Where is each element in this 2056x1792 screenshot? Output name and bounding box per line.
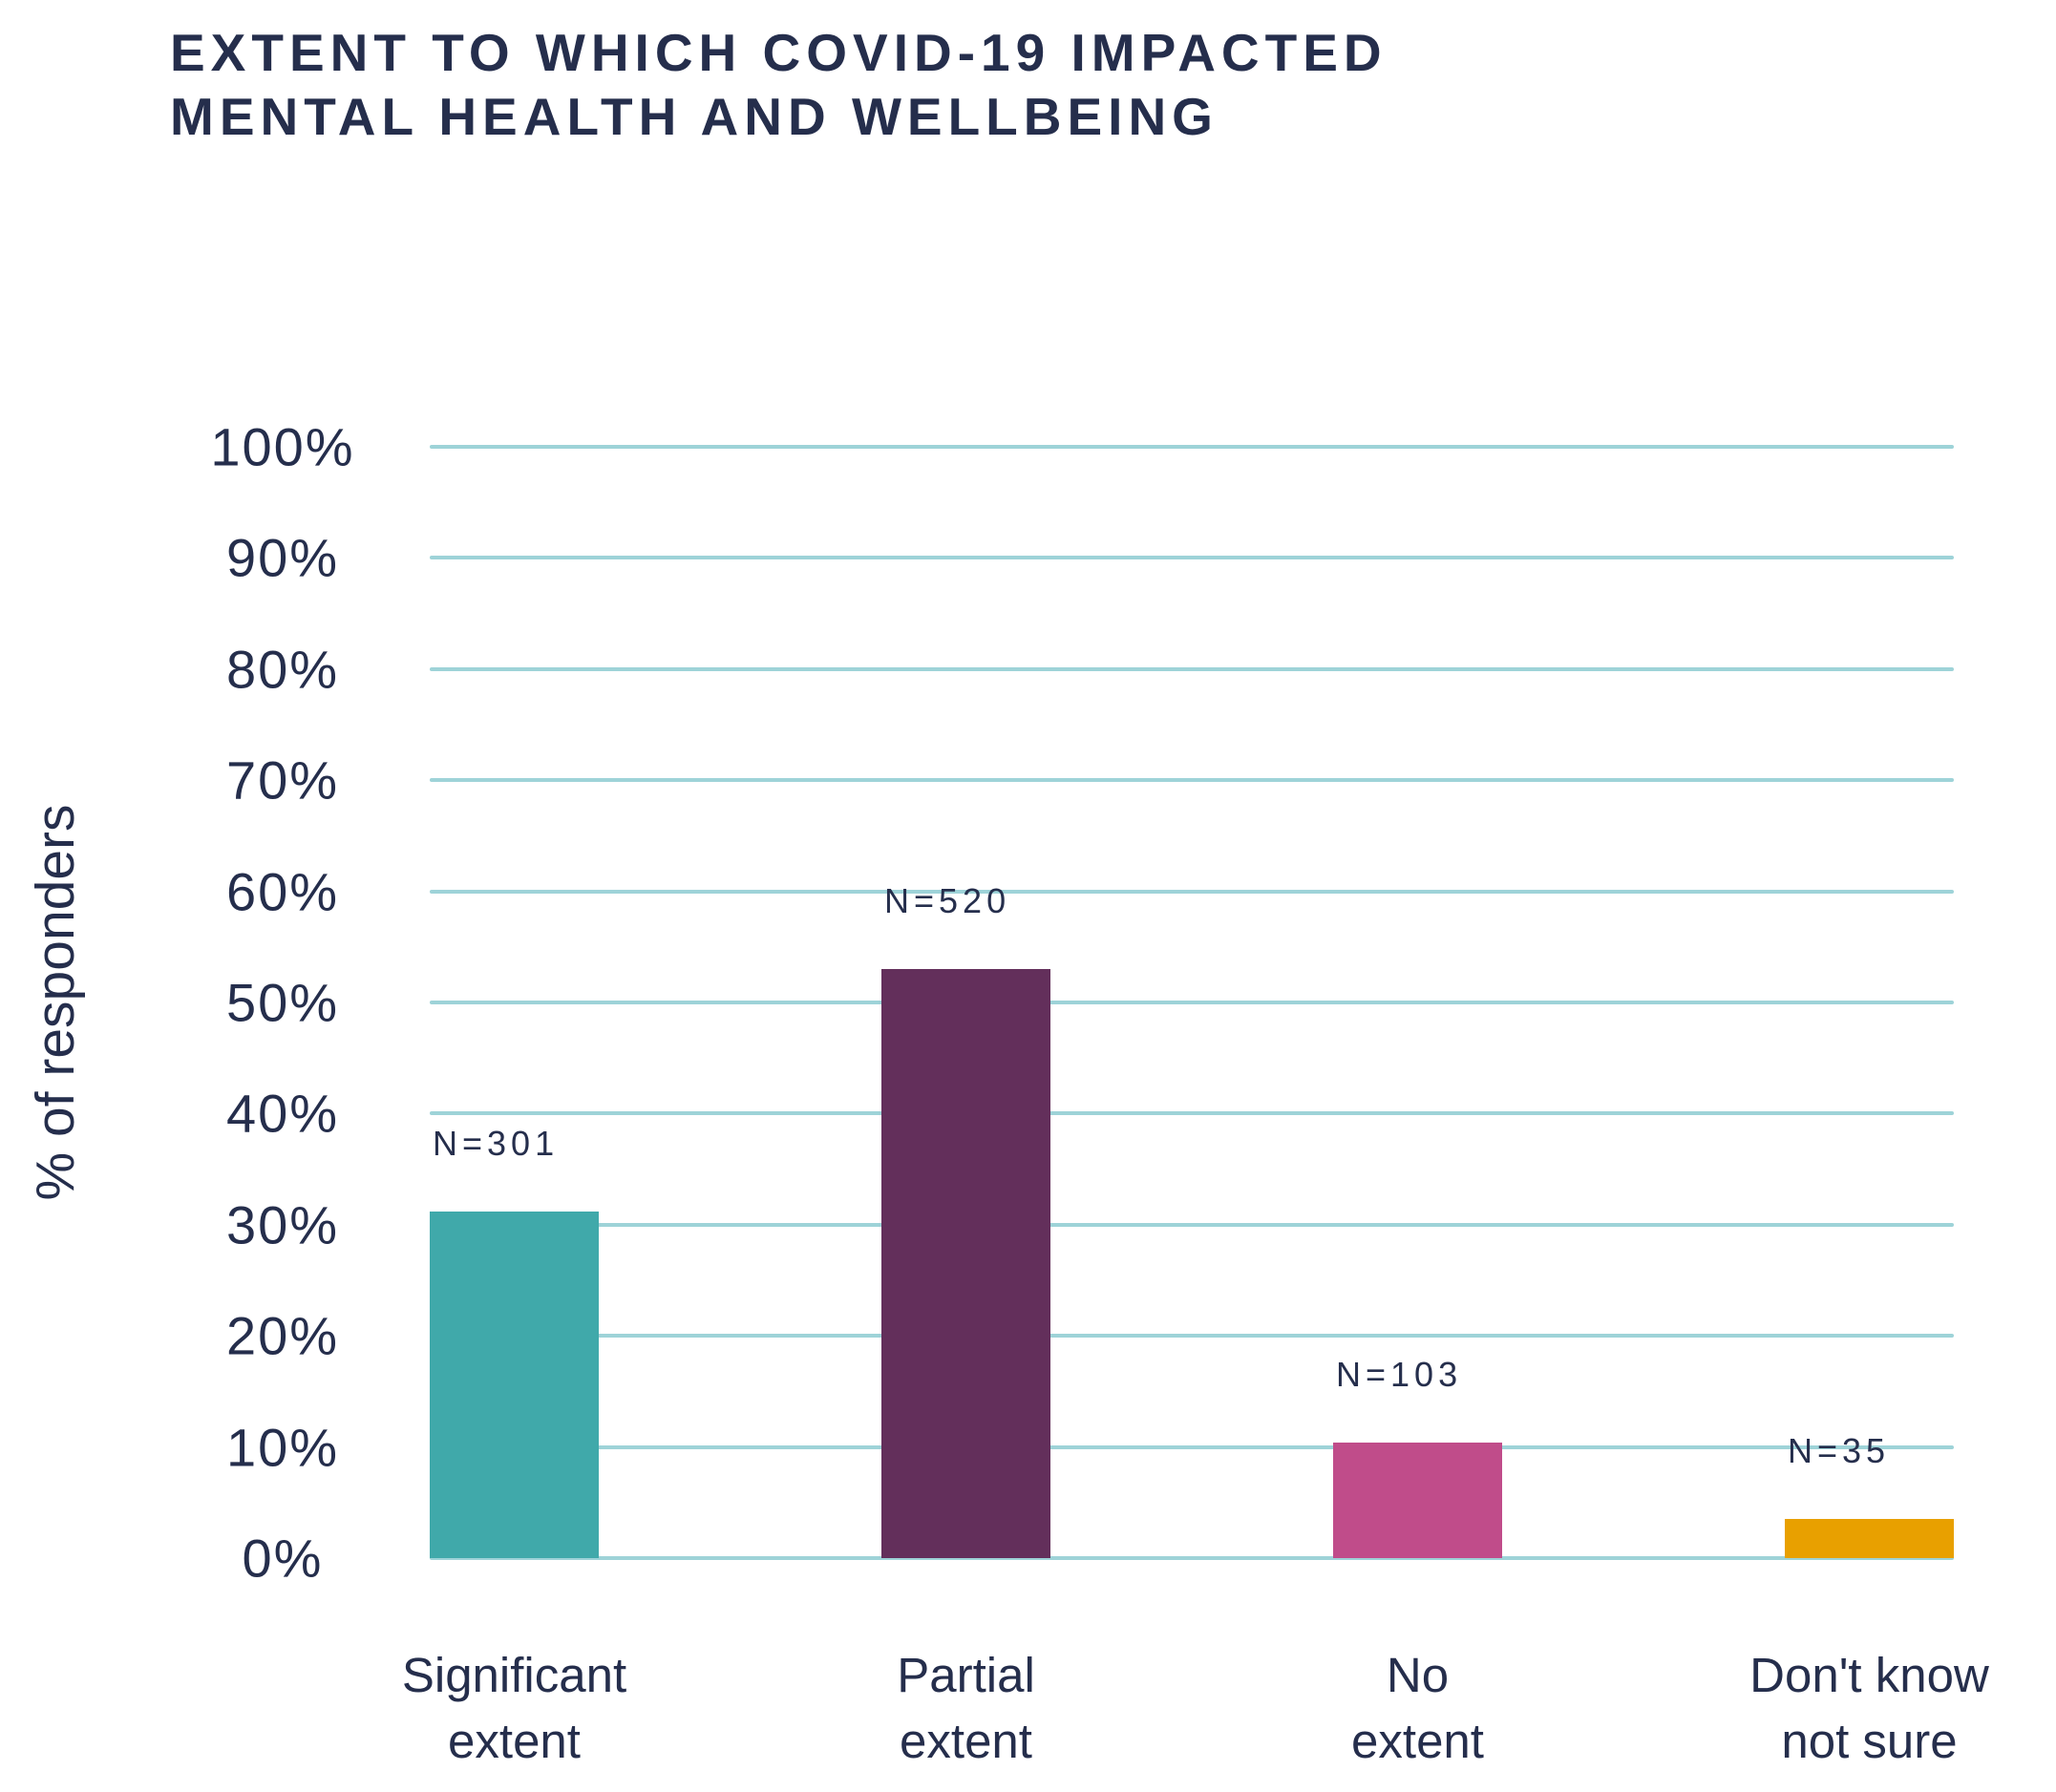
category-label-line: No xyxy=(1386,1648,1450,1702)
category-label: Significant extent xyxy=(295,1642,734,1774)
category-label-line: not sure xyxy=(1781,1714,1958,1768)
y-tick-label: 40% xyxy=(225,1083,340,1144)
bar xyxy=(1333,1442,1502,1558)
chart-title: EXTENT TO WHICH COVID-19 IMPACTED MENTAL… xyxy=(170,21,1388,149)
category-label-line: extent xyxy=(448,1714,581,1768)
bar-n-label: N=301 xyxy=(433,1123,560,1163)
category-label-line: Significant xyxy=(401,1648,627,1702)
gridline xyxy=(430,445,1954,449)
gridline xyxy=(430,556,1954,560)
gridline xyxy=(430,1222,1954,1227)
gridline xyxy=(430,889,1954,894)
y-tick-label: 20% xyxy=(225,1305,340,1366)
y-tick-label: 0% xyxy=(242,1528,324,1589)
y-tick-label: 80% xyxy=(225,639,340,700)
y-tick-label: 100% xyxy=(210,416,355,477)
category-label-line: extent xyxy=(900,1714,1032,1768)
bar xyxy=(430,1211,599,1558)
y-tick-label: 50% xyxy=(225,972,340,1033)
category-label-line: Partial xyxy=(897,1648,1035,1702)
gridline xyxy=(430,1111,1954,1116)
bar-n-label: N=103 xyxy=(1336,1354,1463,1394)
y-tick-label: 90% xyxy=(225,527,340,588)
y-tick-label: 10% xyxy=(225,1417,340,1478)
bar-n-label: N=35 xyxy=(1788,1431,1891,1471)
chart-title-line1: EXTENT TO WHICH COVID-19 IMPACTED xyxy=(170,23,1388,82)
gridline xyxy=(430,1001,1954,1004)
category-label: Partial extent xyxy=(747,1642,1186,1774)
gridline xyxy=(430,1444,1954,1449)
gridline xyxy=(430,1334,1954,1339)
gridline xyxy=(430,1556,1954,1560)
bar xyxy=(881,969,1050,1558)
bar xyxy=(1785,1519,1954,1558)
chart-title-line2: MENTAL HEALTH AND WELLBEING xyxy=(170,87,1219,146)
plot-area: N=301 Significant extent N=520 Partial extent… xyxy=(402,445,1989,1768)
y-tick-label: 60% xyxy=(225,861,340,922)
category-label: Don't know not sure xyxy=(1650,1642,2056,1774)
y-tick-label: 30% xyxy=(225,1194,340,1255)
bar-n-label: N=520 xyxy=(884,881,1011,921)
y-axis-title: % of responders xyxy=(25,804,86,1201)
category-label: No extent xyxy=(1198,1642,1638,1774)
category-label-line: Don't know xyxy=(1749,1648,1989,1702)
y-axis-tick-labels: 100% 90% 80% 70% 60% 50% 40% 30% 20% 10% 0% xyxy=(139,417,426,1589)
gridline xyxy=(430,778,1954,783)
gridline xyxy=(430,666,1954,671)
category-label-line: extent xyxy=(1351,1714,1484,1768)
y-tick-label: 70% xyxy=(225,749,340,811)
